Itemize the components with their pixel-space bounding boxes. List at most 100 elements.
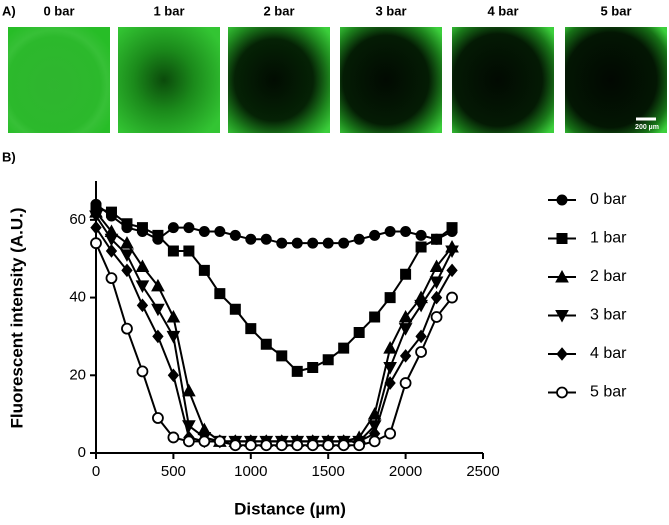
marker: [120, 236, 134, 249]
marker: [121, 322, 133, 335]
x-tick-label: 1500: [312, 463, 345, 480]
marker: [105, 272, 118, 285]
marker: [198, 226, 210, 238]
marker: [322, 237, 334, 249]
marker: [90, 237, 102, 250]
marker: [166, 330, 181, 344]
marker: [183, 245, 195, 257]
image-label: 3 bar: [375, 3, 406, 18]
marker: [198, 264, 210, 276]
marker: [368, 435, 381, 448]
legend-label: 1 bar: [590, 230, 627, 247]
microscopy-image: [8, 27, 110, 133]
marker: [167, 245, 179, 257]
marker: [214, 288, 226, 300]
marker: [276, 237, 288, 249]
microscopy-image: [565, 27, 667, 133]
marker: [445, 245, 459, 258]
marker: [446, 291, 458, 304]
microscopy-image: [118, 27, 220, 133]
marker: [213, 435, 226, 448]
marker: [307, 237, 319, 249]
marker: [120, 249, 134, 262]
marker: [338, 237, 350, 249]
marker: [399, 377, 412, 389]
marker: [398, 309, 413, 323]
image-label: 1 bar: [153, 3, 184, 18]
marker: [229, 439, 242, 452]
legend-label: 4 bar: [590, 345, 627, 362]
scale-bar-label: 200 µm: [635, 124, 659, 131]
marker: [384, 427, 397, 440]
image-label: 2 bar: [263, 3, 294, 18]
marker: [398, 323, 413, 336]
marker: [415, 329, 427, 344]
marker: [383, 341, 397, 354]
marker: [167, 368, 180, 383]
x-tick-label: 2500: [466, 463, 499, 480]
marker: [400, 268, 412, 280]
marker: [167, 222, 179, 234]
marker: [369, 229, 381, 241]
marker: [244, 439, 257, 452]
marker: [182, 435, 195, 448]
marker: [429, 259, 444, 272]
legend-label: 5 bar: [590, 384, 627, 401]
marker: [183, 222, 195, 234]
marker: [430, 290, 443, 305]
marker: [105, 244, 118, 258]
y-tick-label: 0: [78, 444, 86, 461]
marker: [260, 338, 272, 350]
microscopy-image: [228, 27, 330, 133]
y-axis-label: Fluorescent intensity (A.U.): [7, 207, 26, 428]
marker: [384, 376, 396, 390]
y-tick-label: 60: [69, 211, 86, 228]
panel-label: B): [2, 149, 16, 164]
marker: [151, 303, 165, 317]
marker: [136, 298, 149, 313]
marker: [198, 435, 211, 448]
marker: [182, 383, 196, 397]
marker: [245, 233, 257, 245]
marker: [276, 350, 288, 362]
marker: [245, 323, 257, 335]
series-line: [95, 227, 453, 443]
marker: [446, 222, 458, 234]
marker: [353, 439, 366, 452]
marker: [135, 259, 150, 272]
image-label: 4 bar: [487, 3, 518, 18]
marker: [152, 229, 164, 241]
marker: [322, 354, 334, 366]
marker: [415, 241, 427, 253]
image-label: 0 bar: [43, 3, 74, 18]
marker: [89, 210, 103, 224]
marker: [399, 349, 412, 363]
marker: [152, 329, 164, 344]
legend-label: 3 bar: [590, 307, 627, 324]
marker: [429, 276, 444, 290]
x-tick-label: 2000: [389, 463, 422, 480]
legend-marker: [555, 269, 569, 283]
marker: [214, 226, 226, 238]
x-tick-label: 500: [161, 463, 186, 480]
marker: [415, 229, 427, 241]
marker: [166, 309, 181, 323]
marker: [430, 311, 443, 323]
marker: [415, 346, 427, 358]
marker: [275, 439, 288, 452]
marker: [229, 229, 241, 241]
marker: [90, 220, 102, 235]
marker: [353, 327, 365, 339]
marker: [121, 263, 133, 278]
marker: [152, 412, 164, 424]
series-line: [95, 203, 453, 245]
marker: [307, 362, 319, 374]
marker: [104, 233, 119, 247]
marker: [306, 439, 319, 452]
legend-marker: [556, 194, 568, 206]
marker: [322, 439, 335, 452]
marker: [105, 206, 117, 218]
image-label: 5 bar: [600, 3, 631, 18]
marker: [400, 226, 412, 238]
marker: [337, 439, 350, 452]
